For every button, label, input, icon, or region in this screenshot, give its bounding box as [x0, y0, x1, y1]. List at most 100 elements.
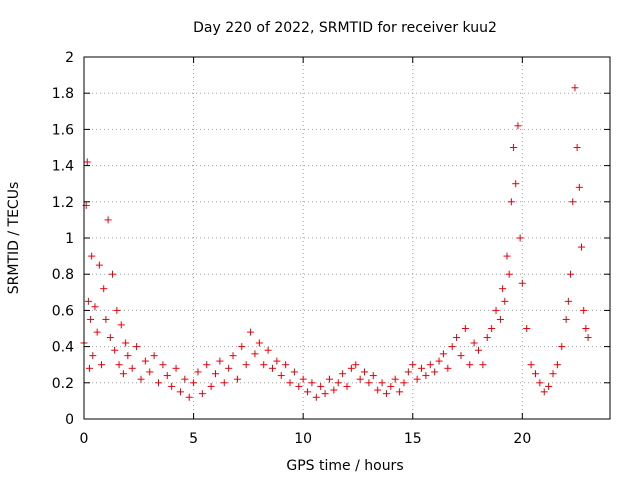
- data-point: [115, 361, 123, 369]
- y-tick-label: 0.8: [52, 267, 74, 283]
- data-point: [133, 343, 141, 351]
- data-point: [255, 339, 263, 347]
- data-point: [483, 334, 491, 342]
- data-point: [330, 386, 338, 394]
- data-point: [461, 325, 469, 332]
- data-point: [457, 352, 465, 360]
- y-tick-label: 0.6: [52, 303, 74, 319]
- data-point: [225, 364, 233, 372]
- data-point: [514, 122, 522, 130]
- y-axis-title: SRMTID / TECUs: [6, 182, 22, 295]
- data-point: [488, 325, 496, 332]
- y-axis-ticks: 0 0.2 0.4 0.6 0.8 1 1.2 1.4 1.6 1.8 2: [52, 50, 610, 428]
- data-point: [361, 368, 369, 376]
- data-point: [163, 372, 171, 380]
- data-point: [356, 375, 364, 383]
- data-point: [516, 234, 524, 242]
- y-tick-label: 1.4: [52, 159, 74, 175]
- data-point: [117, 321, 125, 329]
- y-tick-label: 0.4: [52, 340, 74, 356]
- data-point: [562, 315, 570, 323]
- data-point: [466, 361, 474, 369]
- data-point: [396, 388, 404, 396]
- data-point: [580, 306, 588, 314]
- data-point: [444, 364, 452, 372]
- data-point: [122, 339, 130, 347]
- data-point: [496, 315, 504, 323]
- data-point: [418, 364, 426, 372]
- chart-title: Day 220 of 2022, SRMTID for receiver kuu…: [193, 20, 497, 36]
- data-point: [108, 270, 116, 278]
- data-point: [198, 390, 206, 398]
- data-point: [347, 364, 355, 372]
- data-point: [247, 328, 255, 336]
- data-point: [549, 370, 557, 378]
- data-point: [387, 382, 395, 390]
- data-point: [479, 361, 487, 369]
- data-point: [391, 375, 399, 383]
- x-tick-label: 10: [294, 431, 312, 447]
- y-tick-label: 1.2: [52, 195, 74, 211]
- data-point: [137, 375, 145, 383]
- data-point: [106, 334, 114, 342]
- data-point: [290, 368, 298, 376]
- y-tick-label: 0.2: [52, 376, 74, 392]
- data-point: [194, 368, 202, 376]
- y-tick-label: 0: [65, 412, 74, 428]
- y-tick-label: 1.8: [52, 86, 74, 102]
- data-point: [321, 390, 329, 398]
- data-point: [325, 375, 333, 383]
- data-point: [181, 375, 189, 383]
- data-points: [80, 84, 592, 401]
- data-point: [216, 357, 224, 365]
- data-point: [582, 325, 590, 332]
- data-point: [431, 368, 439, 376]
- data-point: [503, 252, 511, 260]
- data-point: [273, 357, 281, 365]
- data-point: [268, 364, 276, 372]
- data-point: [435, 357, 443, 365]
- data-point: [365, 379, 373, 387]
- data-point: [124, 352, 132, 360]
- data-point: [553, 361, 561, 369]
- data-point: [84, 297, 92, 305]
- data-point: [83, 158, 91, 166]
- data-point: [499, 285, 507, 293]
- data-point: [382, 390, 390, 398]
- data-point: [448, 343, 456, 351]
- y-tick-label: 1.6: [52, 122, 74, 138]
- data-point: [413, 375, 421, 383]
- data-point: [207, 382, 215, 390]
- data-point: [88, 252, 96, 260]
- data-point: [409, 361, 417, 369]
- data-point: [422, 372, 430, 380]
- data-point: [312, 393, 320, 401]
- data-point: [111, 346, 119, 354]
- data-point: [146, 368, 154, 376]
- data-point: [540, 388, 548, 396]
- data-point: [374, 386, 382, 394]
- data-point: [564, 297, 572, 305]
- x-tick-label: 5: [189, 431, 198, 447]
- data-point: [168, 382, 176, 390]
- data-point: [507, 198, 515, 206]
- x-tick-label: 15: [404, 431, 422, 447]
- data-point: [527, 361, 535, 369]
- data-point: [104, 216, 112, 224]
- data-point: [89, 352, 97, 360]
- data-point: [426, 361, 434, 369]
- data-point: [492, 306, 500, 314]
- data-point: [159, 361, 167, 369]
- data-point: [378, 379, 386, 387]
- data-point: [229, 352, 237, 360]
- data-point: [212, 370, 219, 378]
- data-point: [190, 379, 198, 387]
- data-point: [453, 334, 461, 342]
- data-point: [531, 370, 539, 378]
- data-point: [264, 346, 272, 354]
- data-point: [102, 315, 110, 323]
- data-point: [141, 357, 149, 365]
- data-point: [85, 364, 93, 372]
- data-point: [91, 303, 99, 311]
